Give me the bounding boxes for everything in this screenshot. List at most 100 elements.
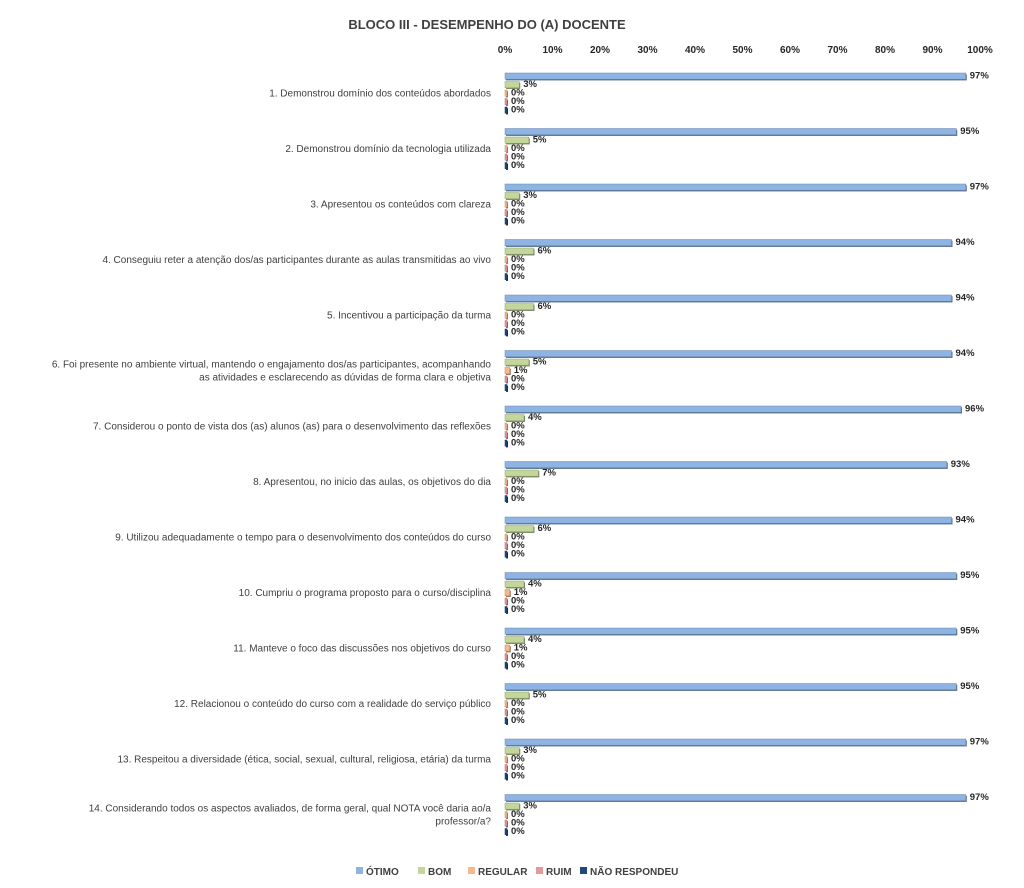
bar bbox=[504, 153, 508, 161]
data-label: 0% bbox=[511, 207, 525, 218]
category-label: 2. Demonstrou domínio da tecnologia util… bbox=[285, 144, 491, 155]
data-label: 5% bbox=[533, 357, 547, 368]
data-label: 0% bbox=[511, 143, 525, 154]
bar bbox=[504, 367, 510, 374]
question-group: 3. Apresentou os conteúdos com clareza 97… bbox=[310, 182, 989, 227]
data-label: 95% bbox=[960, 570, 980, 581]
question-group: 11. Manteve o foco das discussões nos ob… bbox=[233, 626, 980, 671]
bar bbox=[504, 516, 952, 524]
data-label: 0% bbox=[511, 160, 525, 171]
bar bbox=[504, 597, 508, 605]
data-label: 6% bbox=[538, 523, 552, 534]
question-group: 12. Relacionou o conteúdo do curso com a… bbox=[174, 681, 980, 726]
data-label: 0% bbox=[511, 310, 525, 321]
data-label: 0% bbox=[511, 216, 525, 227]
data-label: 0% bbox=[511, 485, 525, 496]
bar bbox=[504, 422, 508, 430]
data-label: 0% bbox=[511, 88, 525, 99]
bar bbox=[504, 828, 508, 835]
bar bbox=[504, 755, 508, 763]
data-label: 0% bbox=[511, 596, 525, 607]
bar bbox=[504, 145, 508, 152]
bar bbox=[504, 192, 520, 199]
category-label: 7. Considerou o ponto de vista dos (as) … bbox=[93, 422, 491, 433]
bar bbox=[504, 162, 508, 169]
bar bbox=[504, 802, 520, 810]
bar bbox=[504, 811, 508, 818]
data-label: 1% bbox=[514, 643, 528, 654]
data-label: 7% bbox=[542, 468, 556, 479]
question-group: 7. Considerou o ponto de vista dos (as) … bbox=[93, 404, 985, 449]
category-label: 9. Utilizou adequadamente o tempo para o… bbox=[115, 533, 491, 544]
bar bbox=[504, 542, 508, 549]
question-group: 2. Demonstrou domínio da tecnologia util… bbox=[285, 126, 980, 171]
bar bbox=[504, 794, 966, 801]
category-label: 13. Respeitou a diversidade (ética, soci… bbox=[117, 755, 491, 766]
bar bbox=[504, 533, 508, 541]
data-label: 0% bbox=[511, 771, 525, 782]
category-label: 10. Cumpriu o programa proposto para o c… bbox=[239, 588, 492, 599]
bar bbox=[504, 661, 508, 669]
x-tick-label: 50% bbox=[732, 45, 752, 56]
data-label: 5% bbox=[533, 135, 547, 146]
question-group: 9. Utilizou adequadamente o tempo para o… bbox=[115, 515, 975, 560]
data-label: 0% bbox=[511, 263, 525, 274]
bar bbox=[504, 311, 508, 319]
bar bbox=[504, 98, 508, 105]
bar bbox=[504, 200, 508, 208]
x-tick-label: 10% bbox=[542, 45, 562, 56]
bar bbox=[504, 414, 525, 421]
data-label: 0% bbox=[511, 96, 525, 107]
data-label: 0% bbox=[511, 476, 525, 487]
question-group: 1. Demonstrou domínio dos conteúdos abor… bbox=[269, 71, 989, 116]
bar bbox=[504, 469, 539, 477]
data-label: 0% bbox=[511, 429, 525, 440]
data-label: 0% bbox=[511, 199, 525, 210]
x-axis-ticks: 0% 10% 20% 30% 40% 50% 60% 70% 80% 90% 100% bbox=[498, 45, 993, 56]
bar bbox=[504, 273, 508, 280]
data-label: 94% bbox=[956, 348, 976, 359]
data-label: 0% bbox=[511, 549, 525, 560]
data-label: 94% bbox=[956, 237, 976, 248]
bar bbox=[504, 89, 508, 97]
bar bbox=[504, 653, 508, 660]
legend-item: BOM bbox=[418, 867, 451, 878]
bar bbox=[504, 358, 529, 366]
bar bbox=[504, 375, 508, 383]
x-tick-label: 30% bbox=[637, 45, 657, 56]
data-label: 4% bbox=[528, 634, 542, 645]
bar bbox=[504, 819, 508, 827]
data-label: 0% bbox=[511, 651, 525, 662]
bar bbox=[504, 580, 525, 588]
legend: ÓTIMO BOM REGULAR RUIM NÃO RESPONDEU bbox=[356, 865, 678, 878]
data-label: 0% bbox=[511, 327, 525, 338]
bar bbox=[504, 644, 510, 652]
category-label: 3. Apresentou os conteúdos com clareza bbox=[310, 200, 491, 211]
data-label: 94% bbox=[956, 515, 976, 526]
category-label: 11. Manteve o foco das discussões nos ob… bbox=[233, 644, 491, 655]
bar bbox=[504, 683, 957, 690]
data-label: 0% bbox=[511, 493, 525, 504]
legend-swatch bbox=[356, 867, 363, 874]
data-label: 0% bbox=[511, 698, 525, 709]
data-label: 97% bbox=[970, 71, 990, 82]
question-group: 5. Incentivou a participação da turma 94%… bbox=[327, 293, 975, 338]
data-label: 3% bbox=[523, 745, 537, 756]
data-label: 0% bbox=[511, 604, 525, 615]
data-label: 0% bbox=[511, 715, 525, 726]
x-tick-label: 90% bbox=[922, 45, 942, 56]
data-label: 6% bbox=[538, 301, 552, 312]
data-label: 0% bbox=[511, 318, 525, 329]
data-label: 4% bbox=[528, 412, 542, 423]
bar bbox=[504, 328, 508, 336]
category-label: 5. Incentivou a participação da turma bbox=[327, 311, 491, 322]
data-label: 0% bbox=[511, 660, 525, 671]
legend-swatch bbox=[418, 867, 425, 874]
x-tick-label: 40% bbox=[685, 45, 705, 56]
data-label: 94% bbox=[956, 293, 976, 304]
data-label: 0% bbox=[511, 532, 525, 543]
category-label: 4. Conseguiu reter a atenção dos/as part… bbox=[102, 255, 491, 266]
bar bbox=[504, 627, 957, 635]
bar bbox=[504, 461, 947, 468]
data-label: 3% bbox=[523, 79, 537, 90]
